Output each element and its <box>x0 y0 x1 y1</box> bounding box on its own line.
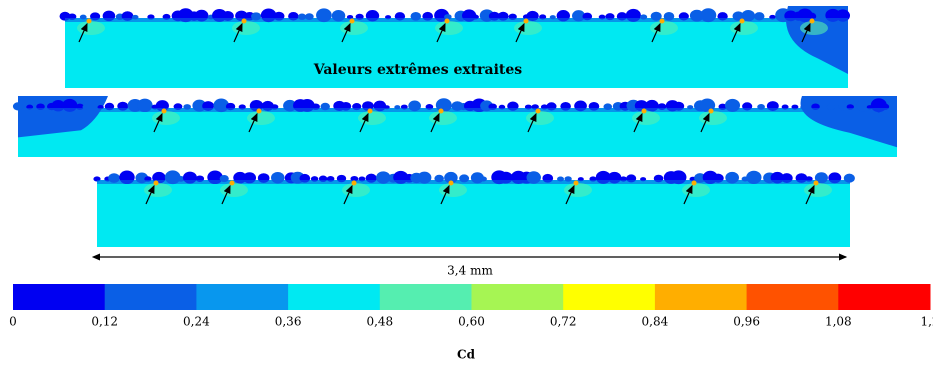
arrow <box>440 184 450 205</box>
strip <box>18 108 897 157</box>
hot-spot <box>247 111 275 125</box>
colorbar-tick-label: 0,12 <box>91 315 118 329</box>
hot-spot <box>77 21 105 35</box>
micrographs <box>12 6 897 247</box>
peak <box>161 108 167 114</box>
peak <box>438 108 444 114</box>
arrow <box>633 112 643 133</box>
peak <box>691 180 697 186</box>
arrow <box>78 22 88 43</box>
arrow <box>515 22 525 43</box>
scale-label: 3,4 mm <box>447 264 493 278</box>
peak <box>813 180 819 186</box>
hot-spot <box>564 183 592 197</box>
colorbar-label: Cd <box>457 348 476 362</box>
colorbar-tick-label: 0,84 <box>642 315 669 329</box>
arrow <box>341 22 351 43</box>
arrow <box>221 184 231 205</box>
color-segment <box>563 284 656 310</box>
peak <box>86 18 92 24</box>
strip-end <box>786 6 848 74</box>
peak <box>535 108 541 114</box>
color-segment <box>104 284 197 310</box>
color-segment <box>471 284 564 310</box>
colorbar-tick-label: 0,72 <box>550 315 577 329</box>
color-segment <box>838 284 931 310</box>
peak <box>153 180 159 186</box>
colorbar-tick-label: 0 <box>9 315 17 329</box>
arrow <box>683 184 693 205</box>
colorbar-tick-label: 1,2 <box>920 315 933 329</box>
hot-spot <box>730 21 758 35</box>
peak <box>241 18 247 24</box>
hot-spot <box>232 21 260 35</box>
colorbar-tick-label: 0,60 <box>458 315 485 329</box>
peak <box>351 180 357 186</box>
peak <box>708 108 714 114</box>
hot-spot <box>220 183 248 197</box>
arrow <box>527 112 537 133</box>
colorbar-tick-label: 0,24 <box>183 315 210 329</box>
strip <box>97 180 850 247</box>
hot-spot <box>699 111 727 125</box>
arrow <box>359 112 369 133</box>
hot-spot <box>342 183 370 197</box>
arrow <box>153 112 163 133</box>
arrow <box>145 184 155 205</box>
peak <box>349 18 355 24</box>
hot-spot <box>526 111 554 125</box>
hot-spot <box>650 21 678 35</box>
arrow <box>233 22 243 43</box>
arrow <box>430 112 440 133</box>
colorbar-tick-label: 0,48 <box>366 315 393 329</box>
colorbar-tick-label: 0,36 <box>275 315 302 329</box>
peak <box>256 108 262 114</box>
hot-spot <box>358 111 386 125</box>
hot-spot <box>152 111 180 125</box>
hot-spot <box>682 183 710 197</box>
peak <box>229 180 235 186</box>
colorbar: 0 0,12 0,24 0,36 0,48 0,60 0,72 0,84 0,96 1,08 1,2 <box>9 284 933 329</box>
surface-band <box>97 180 850 184</box>
peak <box>448 180 454 186</box>
hot-spot <box>632 111 660 125</box>
color-segment <box>379 284 472 310</box>
colorbar-tick-label: 1,08 <box>825 315 852 329</box>
peak <box>641 108 647 114</box>
hot-spot <box>144 183 172 197</box>
arrow <box>731 22 741 43</box>
peak <box>809 18 815 24</box>
arrow <box>343 184 353 205</box>
arrow <box>248 112 258 133</box>
annotation: Valeurs extrêmes extraites <box>313 62 523 78</box>
color-segment <box>746 284 839 310</box>
hot-spot <box>804 183 832 197</box>
hot-spot <box>514 21 542 35</box>
arrow <box>805 184 815 205</box>
arrow <box>436 22 446 43</box>
peak <box>444 18 450 24</box>
hot-spot <box>340 21 368 35</box>
color-segment <box>196 284 289 310</box>
peak <box>659 18 665 24</box>
peak <box>523 18 529 24</box>
hot-spot <box>800 21 828 35</box>
arrow <box>700 112 710 133</box>
color-segment <box>288 284 381 310</box>
colorbar-tick-label: 0,96 <box>733 315 760 329</box>
peak <box>739 18 745 24</box>
hot-spot <box>429 111 457 125</box>
hot-spot <box>435 21 463 35</box>
color-segment <box>654 284 748 310</box>
color-segment <box>13 284 106 310</box>
peak <box>367 108 373 114</box>
peak <box>573 180 579 186</box>
surface-band <box>18 108 897 112</box>
surface-band <box>65 18 848 22</box>
arrow <box>565 184 575 205</box>
arrow <box>801 22 811 43</box>
arrow <box>651 22 661 43</box>
hot-spot <box>439 183 467 197</box>
